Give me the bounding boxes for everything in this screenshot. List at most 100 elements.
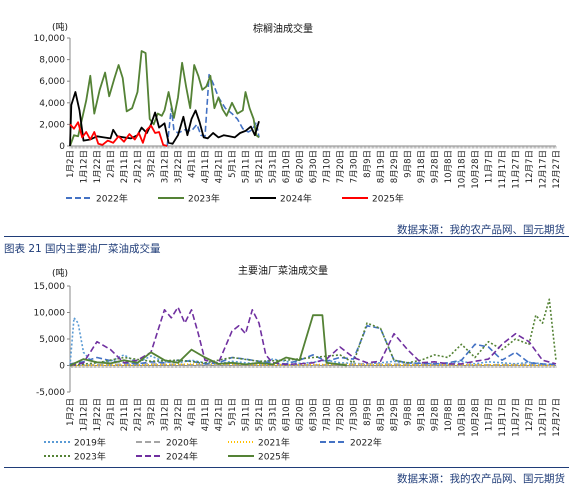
chart1-y-tick-label: 8,000: [39, 56, 65, 66]
chart2-legend-label: 2023年: [74, 451, 106, 463]
chart2-x-tick-label: 4月21日: [215, 398, 225, 431]
chart2-legend-label: 2022年: [350, 437, 382, 449]
chart1-x-tick-label: 8月29日: [390, 150, 400, 183]
chart2-legend-label: 2025年: [258, 451, 290, 463]
chart2-x-tick-label: 6月30日: [309, 398, 319, 431]
chart1-x-tick-label: 7月20日: [336, 150, 346, 183]
chart2-x-tick-label: 9月18日: [417, 398, 427, 431]
chart2-x-tick-label: 9月8日: [404, 398, 414, 426]
chart1-y-tick-label: 2,000: [39, 120, 65, 130]
chart1-series-line: [69, 91, 260, 147]
chart2-y-unit: (吨): [52, 267, 68, 279]
chart2-x-tick-label: 7月20日: [336, 398, 346, 431]
chart2-x-tick-label: 5月21日: [255, 398, 265, 431]
chart1-y-tick-label: 4,000: [39, 99, 65, 109]
chart2-x-tick-label: 9月28日: [431, 398, 441, 431]
chart2-y-tick-label: 0: [59, 362, 65, 372]
chart2-y-tick-label: -5,000: [36, 388, 65, 398]
chart1-x-tick-label: 9月8日: [404, 150, 414, 178]
chart1-x-tick-label: 6月20日: [296, 150, 306, 183]
chart1-x-tick-label: 4月21日: [215, 150, 225, 183]
chart1-y-tick-label: 0: [59, 142, 65, 152]
chart1-x-tick-label: 3月2日: [147, 150, 157, 178]
chart1-y-tick-label: 6,000: [39, 77, 65, 87]
chart2-x-tick-label: 1月12日: [80, 398, 90, 431]
chart2-series-line: [69, 306, 557, 367]
chart2-x-tick-label: 8月9日: [363, 398, 373, 426]
chart2-x-tick-label: 10月28日: [471, 398, 481, 437]
chart1-y-tick-label: 10,000: [34, 34, 66, 44]
chart1-x-tick-label: 11月7日: [485, 150, 495, 183]
chart1-x-tick-label: 5月1日: [228, 150, 238, 178]
chart1-x-tick-label: 8月9日: [363, 150, 373, 178]
chart1-x-tick-label: 4月11日: [201, 150, 211, 183]
chart1-x-tick-label: 3月12日: [161, 150, 171, 183]
chart2-y-tick-label: 15,000: [34, 282, 66, 292]
chart2-x-tick-label: 4月1日: [188, 398, 198, 426]
chart2-y-tick-label: 10,000: [34, 309, 66, 319]
chart1-source-label: 数据来源：我的农产品网、国元期货: [397, 224, 565, 236]
chart1-x-tick-label: 4月1日: [188, 150, 198, 178]
chart2-x-tick-label: 4月11日: [201, 398, 211, 431]
chart2-legend-label: 2021年: [258, 437, 290, 449]
chart2-x-tick-label: 11月27日: [512, 398, 522, 437]
chart2-x-tick-label: 3月22日: [174, 398, 184, 431]
chart2-title: 主要油厂菜油成交量: [238, 264, 328, 277]
chart2-x-tick-label: 7月10日: [323, 398, 333, 431]
chart2-x-tick-label: 7月30日: [350, 398, 360, 431]
chart1-x-tick-label: 1月12日: [80, 150, 90, 183]
chart1-x-tick-label: 10月18日: [458, 150, 468, 189]
chart1-x-tick-label: 12月27日: [552, 150, 562, 189]
chart1-x-tick-label: 10月28日: [471, 150, 481, 189]
chart2-x-tick-label: 2月11日: [120, 398, 130, 431]
chart2-x-tick-label: 12月17日: [539, 398, 549, 437]
chart2-x-tick-label: 3月12日: [161, 398, 171, 431]
chart2-x-tick-label: 1月2日: [66, 398, 76, 426]
chart1-x-tick-label: 8月19日: [377, 150, 387, 183]
chart2-x-tick-label: 8月29日: [390, 398, 400, 431]
rapeseed-oil-volume-chart: 主要油厂菜油成交量 (吨) -5,000 0 5,000 10,000 15,000 1月2日…: [34, 264, 563, 463]
chart2-divider: [4, 467, 569, 468]
chart2-legend-label: 2024年: [166, 451, 198, 463]
chart1-x-tick-label: 3月22日: [174, 150, 184, 183]
chart2-legend-label: 2019年: [74, 437, 106, 449]
chart2-x-tick-label: 6月20日: [296, 398, 306, 431]
chart2-x-tick-label: 12月7日: [525, 398, 535, 431]
chart1-x-tick-label: 2月1日: [107, 150, 117, 178]
chart1-series-line: [69, 50, 260, 147]
chart1-x-tick-label: 9月18日: [417, 150, 427, 183]
chart1-x-tick-label: 7月30日: [350, 150, 360, 183]
chart1-x-tick-label: 2月11日: [120, 150, 130, 183]
chart2-x-tick-label: 3月2日: [147, 398, 157, 426]
chart2-series-line: [69, 314, 347, 367]
chart2-x-tick-label: 1月22日: [93, 398, 103, 431]
chart1-x-tick-label: 6月10日: [282, 150, 292, 183]
chart2-x-tick-label: 6月10日: [282, 398, 292, 431]
chart2-x-tick-label: 8月19日: [377, 398, 387, 431]
chart1-x-tick-label: 6月30日: [309, 150, 319, 183]
chart2-x-tick-label: 10月8日: [444, 398, 454, 431]
chart1-series-line: [166, 73, 260, 147]
chart1-x-tick-label: 2月21日: [134, 150, 144, 183]
chart1-x-tick-label: 5月31日: [269, 150, 279, 183]
chart2-x-tick-label: 10月18日: [458, 398, 468, 437]
chart1-divider: [4, 236, 569, 237]
chart1-x-tick-label: 11月17日: [498, 150, 508, 189]
chart2-x-tick-label: 11月7日: [485, 398, 495, 431]
chart1-legend-label: 2023年: [188, 193, 220, 205]
chart1-x-tick-label: 12月17日: [539, 150, 549, 189]
chart1-x-tick-label: 5月21日: [255, 150, 265, 183]
chart2-y-tick-label: 5,000: [39, 335, 65, 345]
chart2-x-tick-label: 5月31日: [269, 398, 279, 431]
chart2-legend-label: 2020年: [166, 437, 198, 449]
chart1-x-tick-label: 11月27日: [512, 150, 522, 189]
chart2-x-tick-label: 2月1日: [107, 398, 117, 426]
chart1-legend-label: 2024年: [280, 193, 312, 205]
chart1-x-tick-label: 7月10日: [323, 150, 333, 183]
chart1-x-tick-label: 9月28日: [431, 150, 441, 183]
chart1-y-unit: (吨): [52, 21, 68, 33]
chart1-title: 棕榈油成交量: [253, 22, 313, 35]
chart1-x-tick-label: 1月22日: [93, 150, 103, 183]
chart1-x-tick-label: 1月2日: [66, 150, 76, 178]
chart2-x-tick-label: 11月17日: [498, 398, 508, 437]
